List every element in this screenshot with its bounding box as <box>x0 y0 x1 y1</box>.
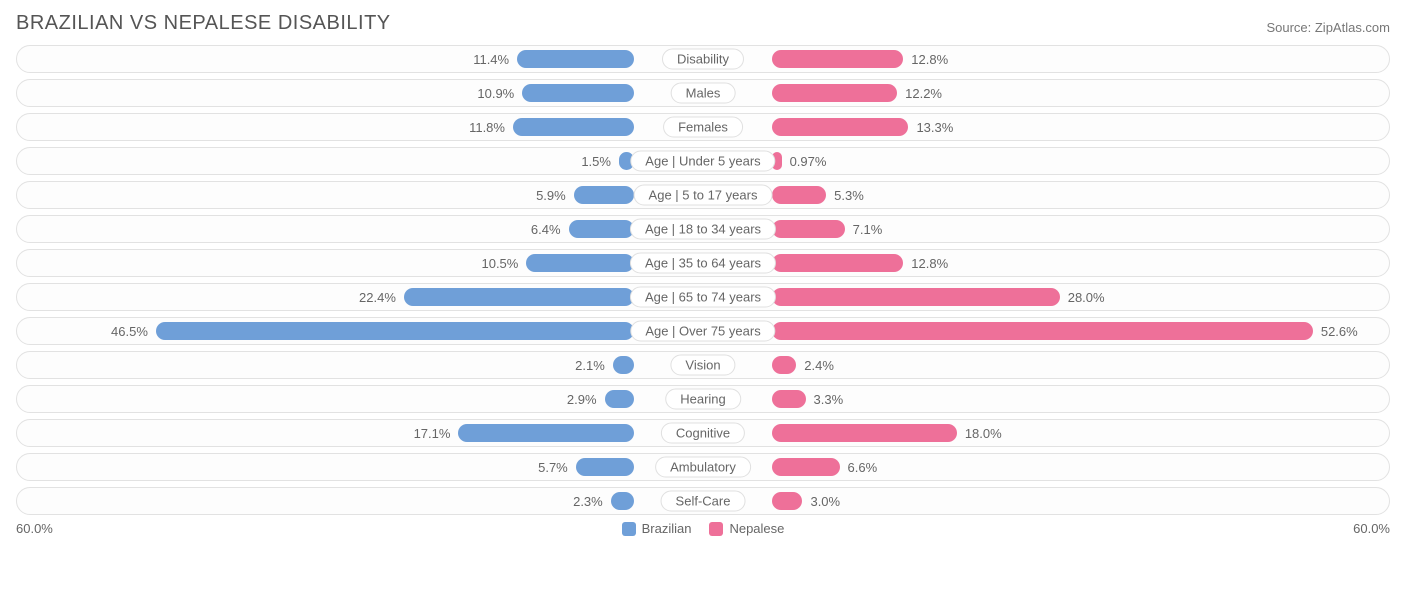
category-label: Cognitive <box>661 423 745 444</box>
category-label: Males <box>671 83 736 104</box>
value-right: 2.4% <box>796 352 834 378</box>
chart-rows: 11.4% 12.8% Disability 10.9% 12.2% Males 11.8%… <box>16 45 1390 515</box>
bar-right <box>772 186 827 204</box>
bar-right <box>772 492 803 510</box>
bar-left <box>574 186 635 204</box>
legend-label-left: Brazilian <box>642 521 692 536</box>
category-label: Age | Under 5 years <box>630 151 775 172</box>
value-right: 13.3% <box>908 114 953 140</box>
chart-row: 5.7% 6.6% Ambulatory <box>16 453 1390 481</box>
bar-right <box>772 254 904 272</box>
category-label: Age | 35 to 64 years <box>630 253 776 274</box>
value-left: 6.4% <box>531 216 569 242</box>
chart-title: BRAZILIAN VS NEPALESE DISABILITY <box>16 12 391 35</box>
axis-left-max: 60.0% <box>16 521 53 536</box>
value-right: 18.0% <box>957 420 1002 446</box>
category-label: Females <box>663 117 743 138</box>
legend-swatch-left <box>622 522 636 536</box>
chart-row: 6.4% 7.1% Age | 18 to 34 years <box>16 215 1390 243</box>
source-link[interactable]: ZipAtlas.com <box>1315 20 1390 35</box>
chart-row: 22.4% 28.0% Age | 65 to 74 years <box>16 283 1390 311</box>
value-left: 1.5% <box>581 148 619 174</box>
bar-left <box>613 356 635 374</box>
value-left: 2.1% <box>575 352 613 378</box>
chart-row: 11.4% 12.8% Disability <box>16 45 1390 73</box>
bar-right <box>772 84 898 102</box>
bar-right <box>772 118 909 136</box>
value-left: 5.7% <box>538 454 576 480</box>
category-label: Age | 18 to 34 years <box>630 219 776 240</box>
bar-left <box>611 492 635 510</box>
chart-row: 2.9% 3.3% Hearing <box>16 385 1390 413</box>
bar-left <box>517 50 634 68</box>
chart-header: BRAZILIAN VS NEPALESE DISABILITY Source:… <box>16 12 1390 35</box>
value-left: 10.5% <box>481 250 526 276</box>
value-right: 7.1% <box>845 216 883 242</box>
value-right: 28.0% <box>1060 284 1105 310</box>
source-prefix: Source: <box>1266 20 1314 35</box>
bar-right <box>772 288 1060 306</box>
bar-right <box>772 424 957 442</box>
category-label: Disability <box>662 49 744 70</box>
legend-label-right: Nepalese <box>729 521 784 536</box>
value-left: 5.9% <box>536 182 574 208</box>
bar-left <box>569 220 635 238</box>
bar-right <box>772 356 797 374</box>
chart-row: 17.1% 18.0% Cognitive <box>16 419 1390 447</box>
legend-item-left: Brazilian <box>622 521 692 536</box>
category-label: Ambulatory <box>655 457 751 478</box>
value-left: 22.4% <box>359 284 404 310</box>
chart-row: 10.9% 12.2% Males <box>16 79 1390 107</box>
chart-row: 46.5% 52.6% Age | Over 75 years <box>16 317 1390 345</box>
bar-left <box>522 84 634 102</box>
chart-source: Source: ZipAtlas.com <box>1266 20 1390 35</box>
value-left: 17.1% <box>414 420 459 446</box>
category-label: Age | Over 75 years <box>630 321 775 342</box>
bar-left <box>513 118 634 136</box>
bar-right <box>772 390 806 408</box>
category-label: Self-Care <box>661 491 746 512</box>
legend-swatch-right <box>709 522 723 536</box>
legend-item-right: Nepalese <box>709 521 784 536</box>
bar-left <box>404 288 634 306</box>
value-left: 10.9% <box>477 80 522 106</box>
value-left: 2.3% <box>573 488 611 514</box>
legend: Brazilian Nepalese <box>53 521 1353 536</box>
category-label: Age | 5 to 17 years <box>634 185 773 206</box>
bar-right <box>772 322 1313 340</box>
bar-left <box>156 322 634 340</box>
value-right: 5.3% <box>826 182 864 208</box>
value-right: 12.8% <box>903 250 948 276</box>
value-right: 3.0% <box>802 488 840 514</box>
bar-left <box>526 254 634 272</box>
bar-left <box>576 458 635 476</box>
value-right: 6.6% <box>840 454 878 480</box>
chart-footer: 60.0% Brazilian Nepalese 60.0% <box>16 521 1390 536</box>
category-label: Vision <box>670 355 735 376</box>
chart-row: 10.5% 12.8% Age | 35 to 64 years <box>16 249 1390 277</box>
category-label: Age | 65 to 74 years <box>630 287 776 308</box>
value-right: 0.97% <box>782 148 827 174</box>
value-left: 11.4% <box>473 46 517 72</box>
chart-row: 2.3% 3.0% Self-Care <box>16 487 1390 515</box>
chart-row: 5.9% 5.3% Age | 5 to 17 years <box>16 181 1390 209</box>
category-label: Hearing <box>665 389 741 410</box>
bar-right <box>772 50 904 68</box>
bar-left <box>458 424 634 442</box>
bar-left <box>605 390 635 408</box>
bar-right <box>772 220 845 238</box>
value-right: 52.6% <box>1313 318 1358 344</box>
chart-row: 11.8% 13.3% Females <box>16 113 1390 141</box>
value-left: 2.9% <box>567 386 605 412</box>
value-left: 11.8% <box>469 114 513 140</box>
chart-row: 2.1% 2.4% Vision <box>16 351 1390 379</box>
value-left: 46.5% <box>111 318 156 344</box>
bar-right <box>772 458 840 476</box>
value-right: 3.3% <box>806 386 844 412</box>
chart-row: 1.5% 0.97% Age | Under 5 years <box>16 147 1390 175</box>
value-right: 12.8% <box>903 46 948 72</box>
value-right: 12.2% <box>897 80 942 106</box>
axis-right-max: 60.0% <box>1353 521 1390 536</box>
